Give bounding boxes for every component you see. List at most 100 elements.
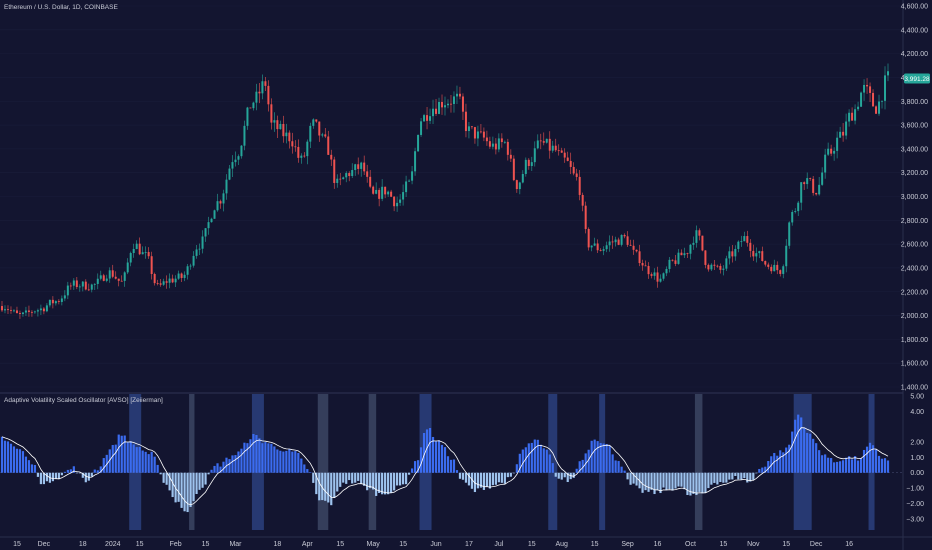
candle — [584, 201, 587, 234]
candle — [836, 131, 839, 159]
time-tick-label: Aug — [556, 541, 569, 548]
candle — [863, 79, 866, 101]
candle — [719, 263, 722, 274]
candle — [423, 113, 426, 122]
oscillator-bar — [144, 451, 147, 473]
oscillator-bar — [431, 436, 435, 473]
candle — [231, 155, 234, 178]
candle — [219, 199, 222, 209]
candle — [629, 239, 632, 246]
oscillator-bar — [333, 472, 336, 499]
candle — [135, 240, 138, 250]
candle — [396, 196, 399, 212]
candle — [9, 306, 12, 314]
oscillator-bar — [557, 472, 560, 479]
oscillator-bar — [587, 449, 590, 473]
candle — [30, 310, 33, 317]
oscillator-bar — [788, 444, 791, 473]
oscillator-bar — [90, 472, 93, 477]
candle — [644, 260, 647, 267]
oscillator-bar — [659, 472, 662, 494]
symbol-title[interactable]: Ethereum / U.S. Dollar, 1D, COINBASE — [4, 4, 118, 11]
candle — [267, 80, 270, 112]
candle — [752, 244, 755, 261]
oscillator-bar — [599, 442, 602, 473]
time-tick-label: 16 — [845, 541, 853, 548]
oscillator-bar — [722, 472, 725, 483]
oscillator-bar — [216, 463, 219, 473]
candle — [626, 231, 629, 248]
price-tick-label: 1,400.00 — [901, 385, 928, 392]
oscillator-bar — [84, 472, 87, 483]
candle — [542, 132, 545, 146]
highlight-band — [793, 394, 812, 530]
oscillator-bar — [883, 458, 887, 473]
indicator-title[interactable]: Adaptive Volatility Scaled Oscillator [A… — [4, 397, 163, 404]
oscillator-bar — [336, 472, 339, 492]
candle — [369, 170, 372, 189]
candle — [632, 239, 635, 255]
candle — [192, 251, 195, 268]
oscillator-bar — [390, 472, 393, 493]
candle — [198, 243, 201, 256]
oscillator-bar — [120, 435, 123, 473]
candle — [138, 237, 141, 256]
candle — [620, 234, 623, 247]
oscillator-bar — [66, 469, 69, 473]
candle — [276, 115, 279, 139]
candle — [788, 221, 791, 249]
oscillator-bar — [135, 447, 138, 473]
oscillator-bar — [192, 472, 195, 502]
candle — [207, 216, 210, 235]
candle — [183, 271, 186, 282]
oscillator-bar — [656, 472, 659, 491]
oscillator-bar — [150, 451, 153, 473]
candle — [3, 305, 6, 314]
candle — [824, 148, 827, 179]
candle — [611, 235, 614, 249]
oscillator-bar — [605, 444, 608, 473]
oscillator-bar — [228, 459, 231, 473]
oscillator-bar — [737, 472, 740, 480]
candle — [177, 270, 180, 280]
price-tick-label: 3,600.00 — [901, 123, 928, 130]
candle — [602, 246, 605, 256]
time-axis[interactable]: 15 Dec 18 2024 15 Feb 15 Mar 18 Apr 15 May 15 Jun 17 Ju… — [13, 541, 853, 548]
oscillator-bar — [611, 454, 614, 473]
candle — [707, 263, 710, 272]
oscillator-bar — [749, 472, 752, 482]
oscillator-axis[interactable]: 5.00 4.00 2.00 1.00 0.00 −1.00 −2.00 −3.00 — [906, 394, 924, 524]
candle — [171, 274, 174, 284]
candle — [93, 283, 96, 291]
oscillator-bar — [138, 446, 141, 473]
oscillator-bar — [51, 472, 54, 482]
oscillator-bar — [566, 472, 569, 483]
oscillator-bar — [156, 464, 159, 473]
candle — [647, 262, 650, 279]
candle — [84, 279, 87, 291]
candle — [884, 66, 887, 110]
candle — [554, 138, 557, 152]
oscillator-bar — [575, 468, 578, 473]
candle — [446, 99, 449, 109]
price-tick-label: 3,200.00 — [901, 170, 928, 177]
oscillator-bar — [608, 445, 611, 473]
oscillator-bar — [267, 443, 270, 473]
oscillator-bar — [847, 456, 851, 473]
oscillator-bar — [54, 472, 57, 479]
oscillator-bar — [662, 472, 665, 488]
oscillator-bar — [770, 456, 773, 473]
oscillator-bar — [803, 427, 806, 473]
candle — [779, 269, 782, 277]
oscillator-tick-label: −1.00 — [906, 486, 924, 493]
oscillator-bar — [734, 472, 737, 476]
oscillator-bar — [593, 439, 596, 473]
candle — [51, 296, 54, 309]
candle — [731, 244, 734, 263]
candle — [414, 147, 417, 176]
candle — [716, 264, 719, 268]
candle — [683, 247, 686, 259]
oscillator-bar — [671, 472, 674, 491]
